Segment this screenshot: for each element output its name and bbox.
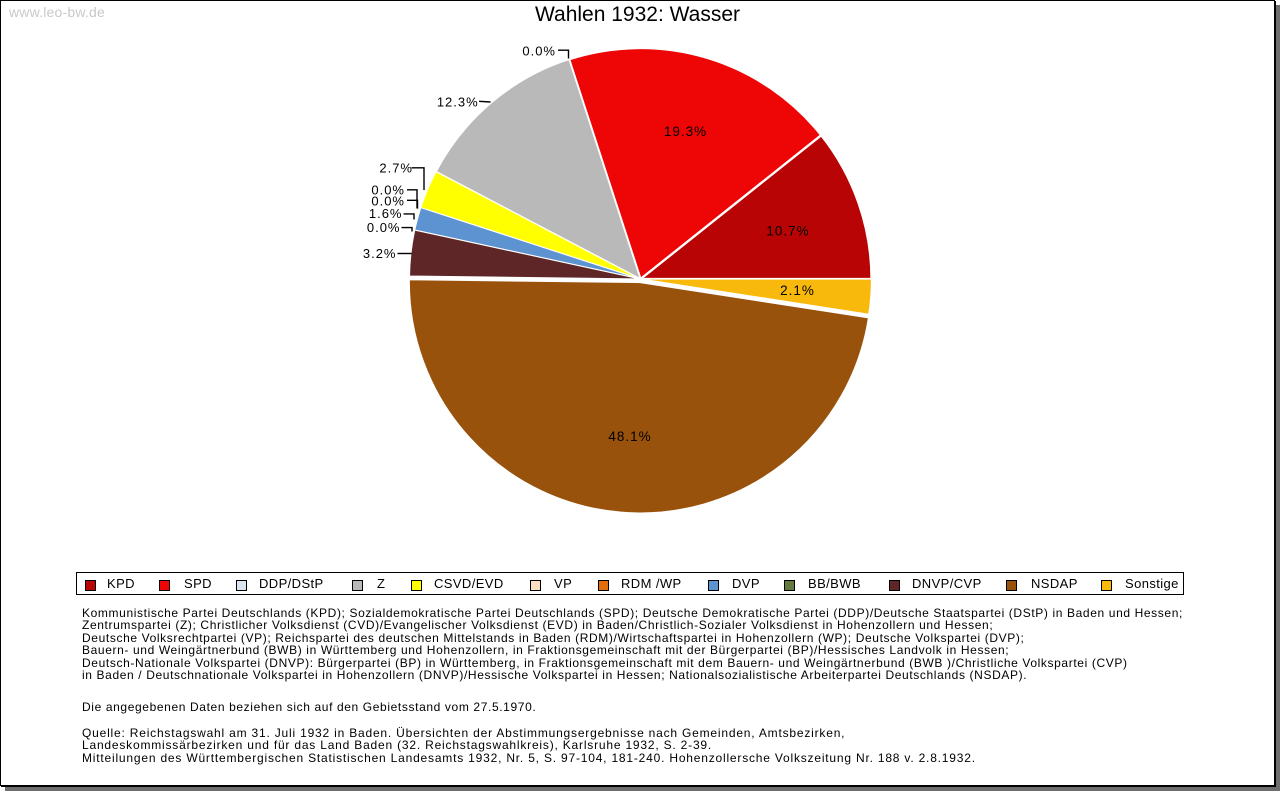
svg-text:3.2%: 3.2% — [363, 246, 397, 261]
svg-text:12.3%: 12.3% — [437, 94, 479, 109]
svg-text:48.1%: 48.1% — [608, 429, 651, 444]
svg-text:2.7%: 2.7% — [379, 160, 413, 175]
svg-text:1.6%: 1.6% — [369, 206, 403, 221]
svg-text:0.0%: 0.0% — [371, 194, 405, 209]
svg-text:2.1%: 2.1% — [780, 283, 815, 298]
svg-text:0.0%: 0.0% — [522, 43, 556, 58]
svg-text:10.7%: 10.7% — [766, 224, 809, 239]
svg-text:0.0%: 0.0% — [371, 182, 405, 197]
svg-text:19.3%: 19.3% — [664, 124, 707, 139]
svg-text:0.0%: 0.0% — [367, 220, 401, 235]
